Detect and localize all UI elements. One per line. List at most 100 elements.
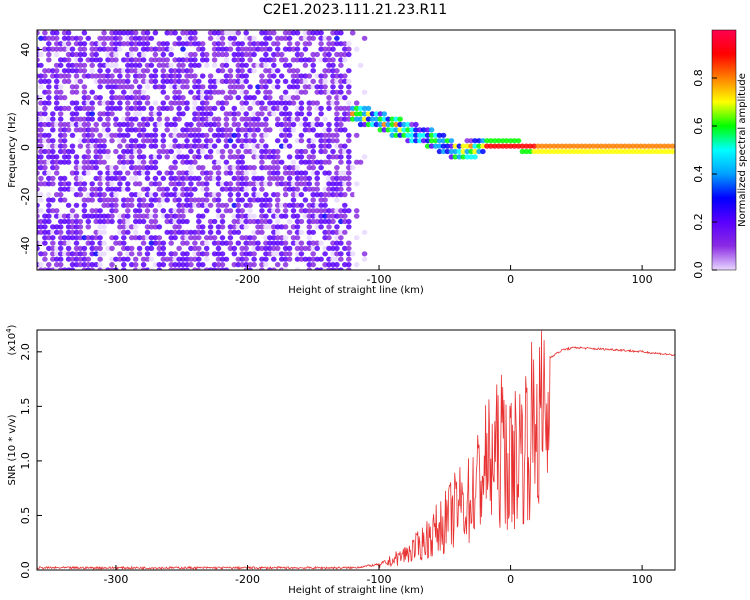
spectrogram-cell	[326, 170, 332, 176]
spectrogram-cell	[144, 138, 151, 144]
spectrogram-cell	[235, 73, 242, 79]
spectrogram-cell	[164, 256, 170, 262]
spectrogram-cell	[196, 154, 202, 160]
spectrogram-cell	[97, 181, 103, 187]
spectrogram-cell	[113, 165, 119, 171]
spectrogram-cell	[235, 111, 242, 117]
spectrogram-cell	[219, 213, 226, 219]
spectrogram-cell	[215, 100, 222, 106]
spectrogram-cell	[290, 181, 297, 187]
spectrogram-cell	[65, 127, 72, 133]
spectrogram-cell	[385, 127, 392, 133]
spectrogram-cell	[180, 262, 186, 268]
spectrogram-cell	[148, 138, 155, 144]
spectrogram-cell	[38, 218, 44, 225]
spectrogram-cell	[132, 68, 139, 74]
spectrogram-cell	[349, 197, 356, 203]
spectrogram-cell	[306, 111, 313, 117]
spectrogram-cell	[93, 165, 99, 171]
spectrogram-cell	[255, 84, 261, 90]
spectrogram-cell	[326, 57, 332, 63]
spectrogram-cell	[286, 202, 293, 208]
spectrogram-cell	[199, 132, 206, 138]
spectrogram-cell	[247, 68, 253, 74]
spectrogram-cell	[263, 89, 269, 95]
spectrogram-cell	[243, 116, 249, 122]
spectrogram-cell	[152, 132, 159, 138]
spectrogram-cell	[93, 192, 99, 198]
spectrogram-cell	[121, 89, 127, 95]
spectrogram-cell	[97, 78, 103, 84]
spectrogram-cell	[105, 62, 111, 68]
spectrogram-cell	[164, 95, 170, 101]
spectrogram-cell	[342, 111, 348, 117]
spectrogram-cell	[93, 143, 99, 149]
spectrogram-cell	[263, 41, 269, 47]
spectrogram-cell	[227, 229, 234, 235]
spectrogram-cell	[267, 240, 273, 246]
spectrogram-cell	[330, 46, 336, 52]
spectrogram-cell	[239, 143, 245, 149]
spectrogram-cell	[57, 240, 64, 246]
spectrogram-cell	[113, 62, 119, 68]
spectrogram-cell	[235, 262, 242, 268]
spectrogram-cell	[255, 154, 261, 160]
spectrogram-cell	[263, 116, 269, 122]
spectrogram-cell	[334, 121, 340, 128]
spectrogram-cell	[97, 192, 103, 198]
spectrogram-cell	[140, 68, 147, 74]
spectrogram-cell	[85, 35, 92, 41]
spectrogram-cell	[397, 121, 403, 128]
spectrogram-cell	[172, 138, 178, 144]
spectrogram-cell	[361, 256, 368, 262]
spectrogram-cell	[105, 84, 111, 90]
spectrogram-cell	[255, 197, 261, 203]
spectrogram-cell	[338, 73, 344, 79]
spectrogram-cell	[132, 148, 139, 155]
spectrogram-cell	[215, 159, 222, 165]
spectrogram-cell	[176, 35, 182, 41]
spectrogram-cell	[263, 262, 269, 268]
spectrogram-cell	[65, 224, 72, 230]
spectrogram-cell	[61, 57, 68, 63]
spectrogram-cell	[89, 192, 95, 198]
spectrogram-cell	[211, 116, 218, 122]
spectrogram-cell	[136, 202, 143, 208]
spectrogram-cell	[290, 30, 297, 36]
spectrogram-cell	[286, 35, 293, 41]
spectrogram-cell	[42, 240, 48, 246]
spectrogram-cell	[125, 256, 131, 262]
spectrogram-cell	[527, 143, 534, 149]
spectrogram-cell	[128, 68, 135, 74]
spectrogram-cell	[69, 46, 76, 52]
spectrogram-cell	[255, 245, 261, 251]
spectrogram-cell	[314, 186, 321, 192]
spectrogram-cell	[176, 154, 182, 160]
spectrogram-cell	[282, 224, 289, 230]
spectrogram-cell	[125, 208, 131, 214]
spectrogram-cell	[69, 267, 76, 270]
spectrogram-cell	[326, 68, 332, 74]
spectrogram-cell	[219, 256, 226, 262]
spectrogram-cell	[81, 154, 88, 160]
spectrogram-cell	[192, 235, 198, 241]
spectrogram-cell	[239, 84, 245, 90]
spectrogram-cell	[231, 132, 238, 138]
spectrogram-cell	[61, 78, 68, 84]
spectrogram-cell	[81, 105, 88, 111]
spectrogram-cell	[128, 143, 135, 149]
spectrogram-cell	[314, 89, 321, 95]
spectrogram-cell	[109, 218, 115, 225]
spectrogram-cell	[294, 116, 301, 122]
spectrogram-cell	[243, 170, 249, 176]
spectrogram-cell	[282, 116, 289, 122]
spectrogram-cell	[42, 224, 48, 230]
spectrogram-cell	[282, 251, 289, 257]
spectrogram-cell	[192, 30, 198, 36]
spectrogram-cell	[519, 148, 526, 155]
spectrogram-cell	[81, 235, 88, 241]
spectrogram-cell	[326, 175, 332, 181]
spectrogram-cell	[57, 73, 64, 79]
spectrogram-cell	[271, 240, 277, 246]
